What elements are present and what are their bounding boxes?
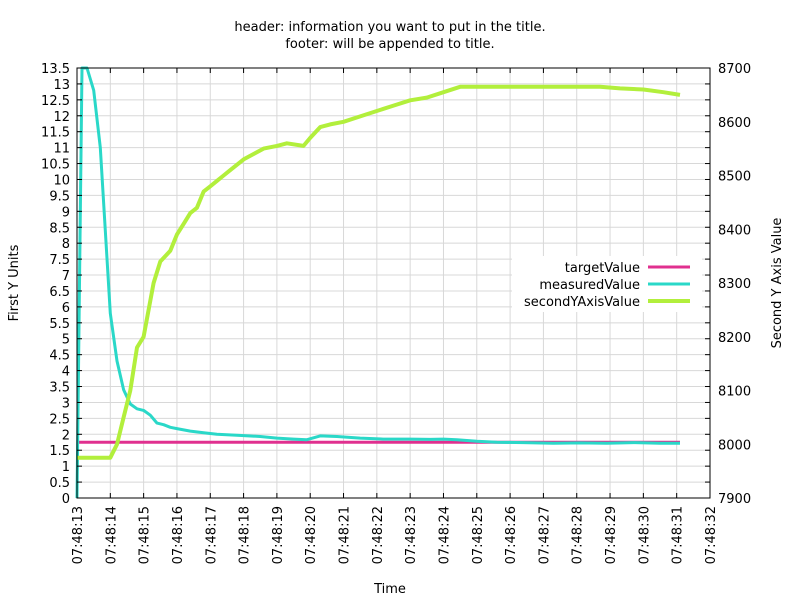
x-tick-label: 07:48:31 xyxy=(671,506,686,564)
x-tick-label: 07:48:24 xyxy=(437,506,452,564)
y2-tick-label: 8600 xyxy=(718,116,751,131)
y-tick-label: 1.5 xyxy=(49,444,70,459)
y-tick-label: 10.5 xyxy=(41,158,70,173)
y-tick-label: 3 xyxy=(62,396,70,411)
x-tick-label: 07:48:19 xyxy=(271,506,286,564)
plot-frame xyxy=(76,67,711,499)
x-tick-label: 07:48:26 xyxy=(504,506,519,564)
series-line-measuredValue xyxy=(75,66,680,499)
x-tick-label: 07:48:13 xyxy=(71,506,86,564)
x-tick-label: 07:48:14 xyxy=(104,506,119,564)
y-tick-label: 2.5 xyxy=(49,412,70,427)
x-tick-label: 07:48:17 xyxy=(204,506,219,564)
legend-label: targetValue xyxy=(565,261,640,276)
series-layer xyxy=(75,66,681,499)
x-tick-label: 07:48:23 xyxy=(404,506,419,564)
y-tick-label: 7 xyxy=(62,269,70,284)
legend-label: secondYAxisValue xyxy=(524,295,640,310)
x-tick-label: 07:48:32 xyxy=(704,506,719,564)
y2-tick-label: 8700 xyxy=(718,62,751,77)
y-tick-label: 8.5 xyxy=(49,221,70,236)
y-tick-label: 3.5 xyxy=(49,381,70,396)
y2-tick-label: 8100 xyxy=(718,385,751,400)
x-axis-label: Time xyxy=(373,582,406,597)
y-tick-label: 9.5 xyxy=(49,189,70,204)
y-tick-label: 11.5 xyxy=(41,126,70,141)
x-tick-label: 07:48:25 xyxy=(471,506,486,564)
y-tick-label: 5.5 xyxy=(49,317,70,332)
x-tick-label: 07:48:30 xyxy=(637,506,652,564)
y-tick-label: 13.5 xyxy=(41,62,70,77)
x-tick-label: 07:48:29 xyxy=(604,506,619,564)
y-tick-label: 7.5 xyxy=(49,253,70,268)
x-tick-label: 07:48:15 xyxy=(138,506,153,564)
y-tick-label: 11 xyxy=(53,142,70,157)
chart-title-line-2: footer: will be appended to title. xyxy=(285,37,494,52)
x-tick-label: 07:48:27 xyxy=(537,506,552,564)
y-tick-label: 5 xyxy=(62,333,70,348)
y-tick-label: 0.5 xyxy=(49,476,70,491)
y-axis-label: First Y Units xyxy=(7,244,22,321)
y-tick-label: 12 xyxy=(53,110,70,125)
y-tick-label: 4 xyxy=(62,365,70,380)
y-tick-label: 1 xyxy=(62,460,70,475)
series-line-secondYAxisValue xyxy=(77,84,681,460)
x-tick-label: 07:48:22 xyxy=(371,506,386,564)
y2-tick-label: 8400 xyxy=(718,223,751,238)
y2-tick-label: 8200 xyxy=(718,331,751,346)
y-tick-label: 4.5 xyxy=(49,349,70,364)
y2-tick-label: 8000 xyxy=(718,438,751,453)
y2-tick-label: 7900 xyxy=(718,492,751,507)
x-tick-label: 07:48:16 xyxy=(171,506,186,564)
y-tick-label: 13 xyxy=(53,78,70,93)
ticks: 00.511.522.533.544.555.566.577.588.599.5… xyxy=(41,62,751,564)
x-tick-label: 07:48:21 xyxy=(338,506,353,564)
y-tick-label: 10 xyxy=(53,173,70,188)
x-tick-label: 07:48:20 xyxy=(304,506,319,564)
y-tick-label: 6.5 xyxy=(49,285,70,300)
y2-tick-label: 8500 xyxy=(718,170,751,185)
y-tick-label: 0 xyxy=(62,492,70,507)
legend-label: measuredValue xyxy=(539,278,640,293)
y-tick-label: 9 xyxy=(62,205,70,220)
y2-axis-label: Second Y Axis Value xyxy=(770,218,785,349)
legend: targetValue measuredValue secondYAxisValue xyxy=(512,256,702,312)
y-tick-label: 8 xyxy=(62,237,70,252)
y-tick-label: 6 xyxy=(62,301,70,316)
chart-title-line-1: header: information you want to put in t… xyxy=(234,20,545,35)
y-tick-label: 12.5 xyxy=(41,94,70,109)
x-tick-label: 07:48:18 xyxy=(238,506,253,564)
y2-tick-label: 8300 xyxy=(718,277,751,292)
x-tick-label: 07:48:28 xyxy=(571,506,586,564)
y-tick-label: 2 xyxy=(62,428,70,443)
